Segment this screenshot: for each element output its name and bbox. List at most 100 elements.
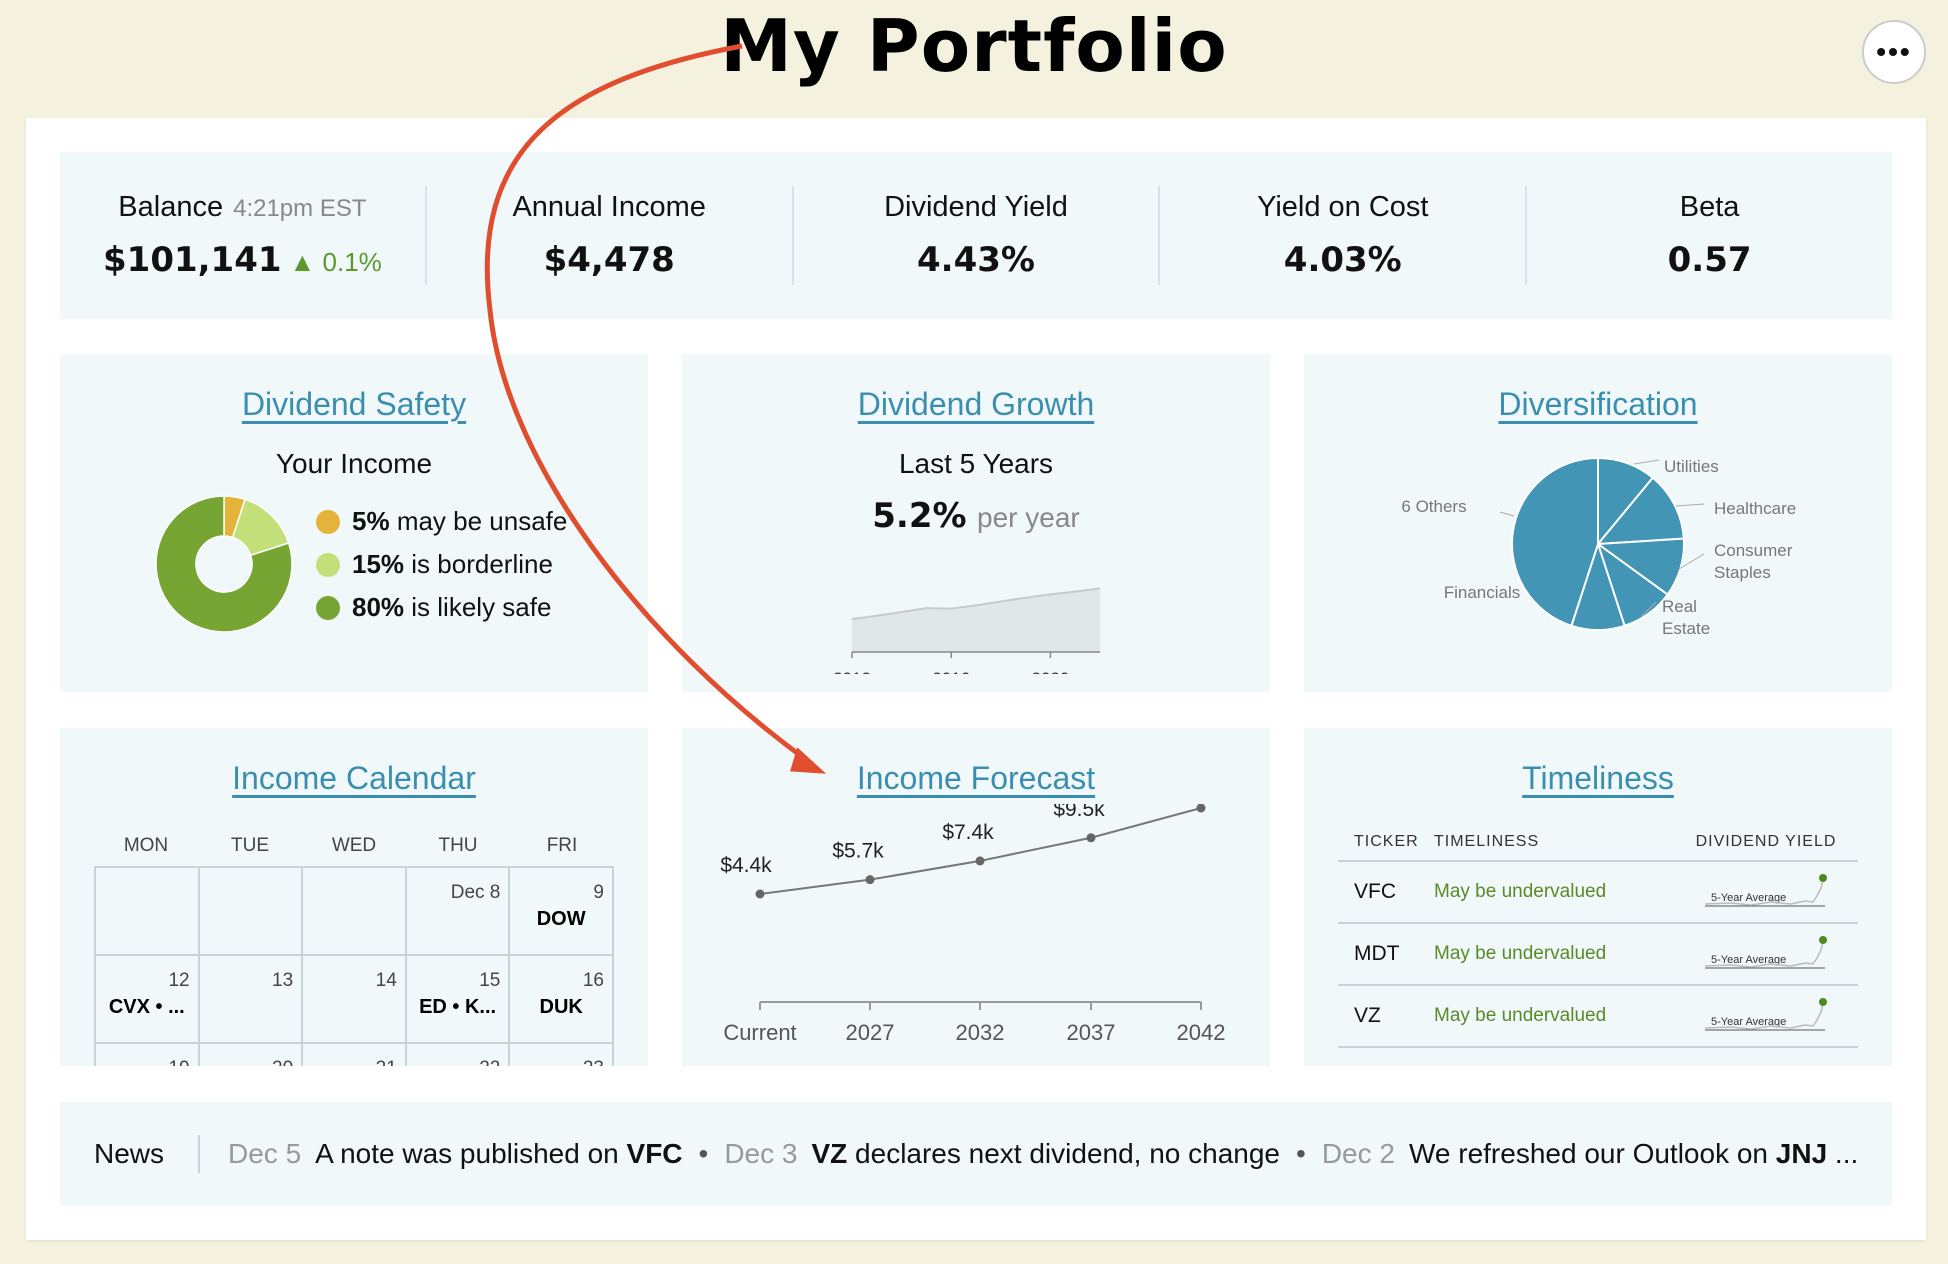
calendar-weekdays: MON TUE WED THU FRI <box>94 835 614 857</box>
calendar-day-cell[interactable]: 13 <box>197 956 302 1042</box>
pie-label: Financials <box>1444 583 1521 602</box>
legend-dot-icon <box>316 595 340 620</box>
weekday-label: THU <box>438 835 478 856</box>
calendar-day-cell[interactable]: 23 <box>508 1044 614 1066</box>
growth-subtitle: Last 5 Years <box>898 448 1054 479</box>
news-date: Dec 2 <box>1321 1138 1395 1169</box>
growth-area-chart: 2012 2016 2020 <box>833 587 1101 674</box>
legend-dot-icon <box>316 509 340 534</box>
growth-area <box>852 588 1100 652</box>
forecast-tick-label: 2042 <box>1177 1020 1226 1045</box>
calendar-day-cell[interactable]: 16 DUK <box>508 956 614 1042</box>
calendar-day-number: 15 <box>479 970 501 991</box>
sparkline-current-dot <box>1819 874 1827 882</box>
calendar-dividend-event: DUK <box>539 996 583 1018</box>
calendar-day-cell[interactable]: 12 CVX • ... <box>94 956 198 1042</box>
stat-label: Annual Income <box>512 191 706 223</box>
dividend-safety-panel[interactable]: Dividend Safety Your Income 5% may be un… <box>60 354 648 692</box>
income-forecast-panel[interactable]: Income Forecast $4.4k Current $5.7k 2027 $7.… <box>682 728 1270 1066</box>
stat-value: 4.43% <box>917 240 1035 280</box>
forecast-tick-label: 2037 <box>1067 1020 1116 1045</box>
calendar-day-number: Dec 8 <box>450 882 501 903</box>
income-forecast-link[interactable]: Income Forecast <box>856 760 1096 796</box>
forecast-point <box>865 875 875 885</box>
news-ticker-symbol: VZ <box>811 1138 848 1169</box>
stat-balance: Balance 4:21pm EST $101,141 ▲ 0.1% <box>60 186 427 285</box>
calendar-day-cell[interactable]: 15 ED • K... <box>404 956 509 1042</box>
calendar-day-cell[interactable] <box>94 868 198 954</box>
timeliness-status: May be undervalued <box>1434 943 1607 964</box>
yield-sparkline-cell: 5-Year Average <box>1674 934 1858 974</box>
growth-tick-label: 2016 <box>932 669 970 674</box>
calendar-day-cell[interactable]: 9 DOW <box>508 868 614 954</box>
pie-label: Healthcare <box>1714 499 1796 518</box>
pie-slice-5 <box>1511 456 1599 628</box>
news-label: News <box>94 1135 201 1173</box>
dividend-safety-link[interactable]: Dividend Safety <box>241 386 467 422</box>
dividend-growth-panel[interactable]: Dividend Growth Last 5 Years 5.2% per ye… <box>682 354 1270 692</box>
calendar-day-cell[interactable]: 22 <box>404 1044 509 1066</box>
calendar-day-number: 12 <box>168 970 190 991</box>
calendar-day-cell[interactable] <box>197 868 302 954</box>
legend-text: may be unsafe <box>396 506 568 536</box>
calendar-day-cell[interactable]: 20 <box>197 1044 302 1066</box>
ticker-cell: MDT <box>1354 942 1400 965</box>
sparkline-path <box>1704 1003 1824 1030</box>
calendar-day-cell[interactable]: Dec 8 <box>404 868 509 954</box>
calendar-day-number: 13 <box>272 970 294 991</box>
news-separator: • <box>698 1138 709 1169</box>
news-item[interactable]: Dec 3 VZ declares next dividend, no chang… <box>724 1138 1280 1170</box>
forecast-point <box>1196 804 1206 813</box>
pie-label: Utilities <box>1664 457 1719 476</box>
calendar-day-number: 9 <box>593 882 604 903</box>
forecast-data-label: $7.4k <box>942 821 994 844</box>
forecast-tick-label: Current <box>723 1020 796 1045</box>
table-row[interactable]: VZ May be undervalued 5-Year Average <box>1338 986 1858 1048</box>
forecast-tick-label: 2032 <box>956 1020 1005 1045</box>
weekday-label: FRI <box>546 835 578 856</box>
calendar-dividend-event: CVX • ... <box>108 996 185 1018</box>
more-options-button[interactable]: ••• <box>1862 20 1926 84</box>
yield-sparkline: 5-Year Average <box>1704 936 1827 969</box>
news-headline: A note was published on VFC <box>315 1138 683 1169</box>
calendar-day-cell[interactable]: 21 <box>301 1044 405 1066</box>
diversification-pie-chart: Utilities Healthcare Consumer Staples Real Es… <box>1401 456 1796 638</box>
legend-dot-icon <box>316 552 340 577</box>
calendar-day-cell[interactable]: 14 <box>301 956 405 1042</box>
diversification-link[interactable]: Diversification <box>1498 386 1698 422</box>
table-row[interactable]: VFC May be undervalued 5-Year Average <box>1338 862 1858 924</box>
timeliness-panel[interactable]: Timeliness TICKER TIMELINESS DIVIDEND YI… <box>1304 728 1892 1066</box>
calendar-day-cell[interactable] <box>301 868 405 954</box>
sparkline-label: 5-Year Average <box>1711 954 1786 966</box>
stat-beta: Beta 0.57 <box>1527 186 1892 285</box>
legend-pct: 80% <box>352 592 405 622</box>
news-item[interactable]: Dec 5 A note was published on VFC <box>228 1138 683 1170</box>
news-date: Dec 5 <box>228 1138 302 1169</box>
news-item[interactable]: Dec 2 We refreshed our Outlook on JNJ ... <box>1322 1138 1858 1170</box>
forecast-data-label: $5.7k <box>832 840 884 863</box>
income-calendar-link[interactable]: Income Calendar <box>232 760 476 796</box>
growth-rate-suffix: per year <box>977 502 1080 533</box>
timeliness-status: May be undervalued <box>1434 881 1607 902</box>
news-headline: VZ declares next dividend, no change <box>811 1138 1281 1169</box>
news-ticker-symbol: JNJ <box>1775 1138 1828 1169</box>
legend-text: is likely safe <box>411 592 552 622</box>
growth-tick-label: 2012 <box>833 669 871 674</box>
news-ticker: News Dec 5 A note was published on VFC • De… <box>60 1102 1892 1206</box>
timeliness-link[interactable]: Timeliness <box>1522 760 1674 796</box>
forecast-point <box>975 856 985 866</box>
calendar-day-number: 14 <box>375 970 397 991</box>
table-row[interactable]: MDT May be undervalued 5-Year Average <box>1338 924 1858 986</box>
income-calendar-panel[interactable]: Income Calendar MON TUE WED THU FRI Dec … <box>60 728 648 1066</box>
calendar-day-cell[interactable]: 19 <box>94 1044 198 1066</box>
growth-rate: 5.2% <box>872 496 967 536</box>
table-header: TICKER TIMELINESS DIVIDEND YIELD <box>1338 824 1858 862</box>
calendar-day-number: 21 <box>376 1058 397 1066</box>
sparkline-path <box>1704 941 1824 968</box>
diversification-panel[interactable]: Diversification Utilities Healthcare Consu… <box>1304 354 1892 692</box>
dividend-growth-link[interactable]: Dividend Growth <box>857 386 1095 422</box>
stat-label: Balance <box>118 191 224 223</box>
yield-sparkline: 5-Year Average <box>1704 874 1827 907</box>
safety-subtitle: Your Income <box>275 448 433 479</box>
pie-label: Estate <box>1662 619 1710 638</box>
